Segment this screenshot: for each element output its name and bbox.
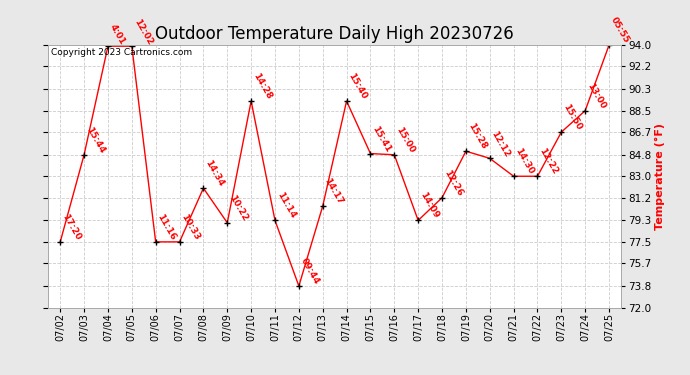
Text: 14:30: 14:30 [513,147,535,176]
Text: 15:40: 15:40 [346,72,368,101]
Text: 12:22: 12:22 [538,147,560,176]
Text: 14:28: 14:28 [251,72,273,101]
Text: 13:00: 13:00 [585,81,607,111]
Text: 09:44: 09:44 [299,256,321,286]
Text: 12:12: 12:12 [490,129,512,158]
Text: 11:14: 11:14 [275,191,297,220]
Text: 05:55: 05:55 [609,16,631,45]
Y-axis label: Temperature (°F): Temperature (°F) [656,123,665,230]
Text: 12:02: 12:02 [132,17,154,46]
Text: 4:01: 4:01 [108,22,127,46]
Text: 11:16: 11:16 [156,213,178,242]
Text: 17:20: 17:20 [60,213,82,242]
Text: 14:09: 14:09 [418,191,440,220]
Title: Outdoor Temperature Daily High 20230726: Outdoor Temperature Daily High 20230726 [155,26,514,44]
Text: 15:50: 15:50 [562,103,583,132]
Text: 10:22: 10:22 [227,194,249,223]
Text: 15:44: 15:44 [84,125,106,155]
Text: 14:34: 14:34 [204,159,226,188]
Text: 10:33: 10:33 [179,213,201,242]
Text: 12:26: 12:26 [442,168,464,198]
Text: 14:17: 14:17 [323,177,345,206]
Text: 15:28: 15:28 [466,122,488,151]
Text: 15:00: 15:00 [394,126,416,155]
Text: 15:41: 15:41 [371,124,393,154]
Text: Copyright 2023 Cartronics.com: Copyright 2023 Cartronics.com [51,48,193,57]
